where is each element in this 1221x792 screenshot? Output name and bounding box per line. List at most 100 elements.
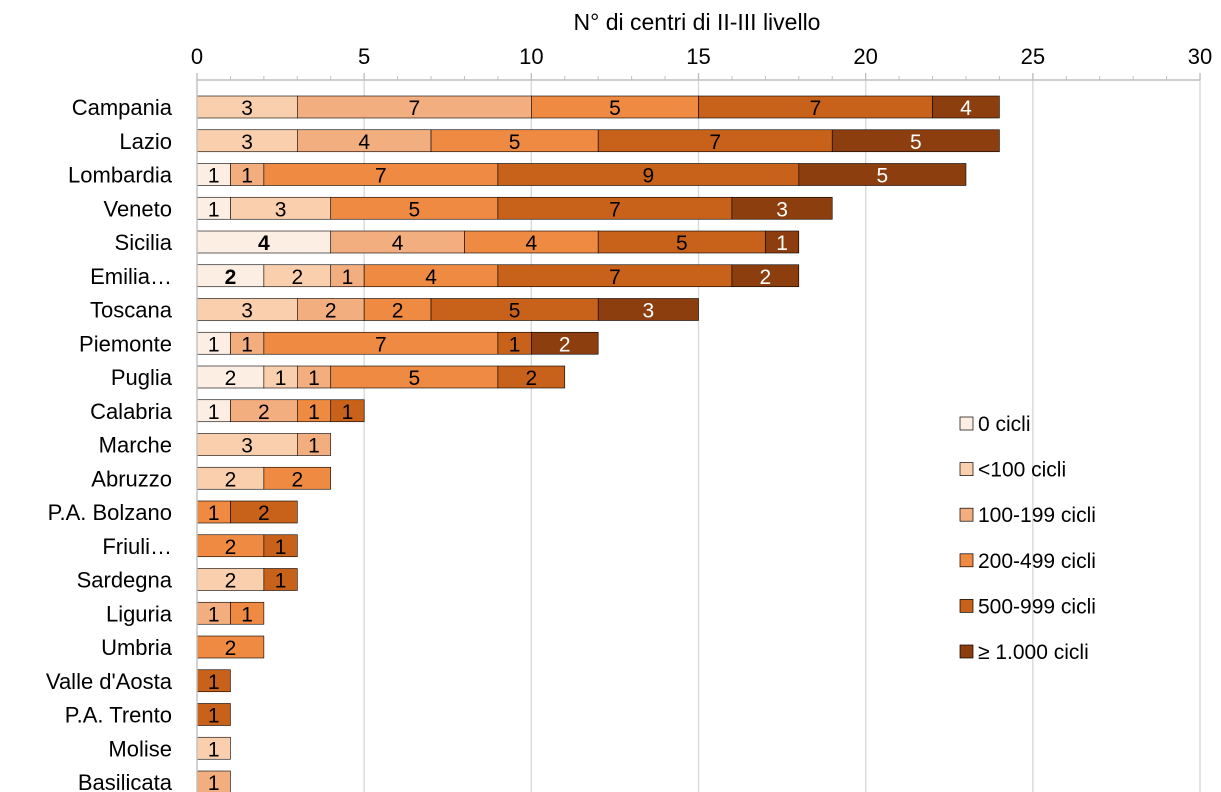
bar-segment <box>531 331 599 355</box>
legend-swatch <box>959 462 974 476</box>
bar-segment <box>597 298 699 321</box>
data-label: 2 <box>325 300 337 323</box>
x-tick-label: 15 <box>686 44 710 69</box>
data-label: 7 <box>609 198 621 221</box>
category-label: Abruzzo <box>91 466 172 491</box>
data-label: 1 <box>208 671 220 694</box>
data-label: 2 <box>291 266 303 289</box>
data-label: 1 <box>208 198 220 221</box>
data-label: 7 <box>408 97 420 120</box>
data-label: 7 <box>375 165 387 188</box>
x-tick-label: 0 <box>191 44 203 69</box>
legend-swatch <box>959 507 974 522</box>
category-label: Calabria <box>90 399 173 424</box>
bar-segment <box>263 466 332 490</box>
data-label: 2 <box>225 536 237 559</box>
data-label: 1 <box>342 266 354 289</box>
data-label: 7 <box>810 97 822 120</box>
data-label: 1 <box>275 367 287 390</box>
category-label: Piemonte <box>79 331 172 356</box>
data-label: 7 <box>709 131 721 154</box>
data-label: 2 <box>225 468 237 491</box>
category-label: Liguria <box>106 601 173 626</box>
category-label: Marche <box>99 433 172 458</box>
data-label: 1 <box>308 435 320 458</box>
category-label: Basilicata <box>78 770 173 792</box>
data-label: 5 <box>609 97 621 120</box>
bar-segment <box>932 95 1000 119</box>
data-label: 5 <box>509 300 521 323</box>
data-label: 1 <box>208 502 220 525</box>
data-label: 2 <box>392 300 404 323</box>
axis-layer: N° di centri di II-III livello 0 5 10 15 20 2… <box>46 9 1212 792</box>
legend-label: 0 cicli <box>978 413 1031 436</box>
category-label: Valle d'Aosta <box>46 669 173 694</box>
x-tick-label: 10 <box>519 44 543 69</box>
bar-segment <box>230 500 298 524</box>
data-label: 5 <box>910 131 922 154</box>
legend-label: 100-199 cicli <box>978 504 1096 527</box>
legend-label: ≥ 1.000 cicli <box>978 641 1089 664</box>
bar-segment <box>230 601 265 625</box>
bar-segment <box>263 568 298 591</box>
legend-label: 200-499 cicli <box>978 550 1096 573</box>
bar-segment <box>765 230 800 254</box>
legend-swatch <box>959 644 974 659</box>
bars-layer <box>196 95 1000 792</box>
data-label: 1 <box>275 536 287 559</box>
data-label: 4 <box>392 232 404 255</box>
category-label: Toscana <box>90 298 173 323</box>
category-label: Lazio <box>119 129 172 154</box>
data-label: 2 <box>525 367 537 390</box>
bar-segment <box>731 196 833 220</box>
data-label: 2 <box>291 468 303 491</box>
bar-segment <box>731 264 800 288</box>
data-label: 1 <box>776 232 788 255</box>
x-axis-title: N° di centri di II-III livello <box>574 9 821 35</box>
bar-segment <box>263 534 298 558</box>
data-label: 5 <box>877 165 889 188</box>
data-label: 5 <box>408 198 420 221</box>
grid-layer <box>363 80 1201 792</box>
category-label: Lombardia <box>68 163 173 188</box>
data-label: 2 <box>760 266 772 289</box>
x-tick-label: 5 <box>358 44 370 69</box>
bar-segment <box>798 163 967 186</box>
data-label: 1 <box>208 603 220 626</box>
data-label: 1 <box>208 705 220 728</box>
data-label: 1 <box>241 603 253 626</box>
category-label: Puglia <box>111 365 173 390</box>
data-label: 1 <box>241 333 253 356</box>
data-label: 1 <box>509 333 521 356</box>
data-label: 5 <box>509 131 521 154</box>
category-label: P.A. Bolzano <box>48 500 172 525</box>
category-label: Umbria <box>101 635 173 660</box>
x-tick-label: 25 <box>1021 44 1045 69</box>
data-label: 1 <box>208 165 220 188</box>
bar-segment <box>497 365 566 389</box>
data-label: 3 <box>643 300 655 323</box>
data-label: 2 <box>225 637 237 660</box>
legend: 0 cicli <100 cicli 100-199 cicli 200-499 ci… <box>959 413 1096 664</box>
data-label: 1 <box>208 772 220 792</box>
data-label: 3 <box>241 97 253 120</box>
bar-segment <box>330 399 365 423</box>
x-tick-label: 30 <box>1188 44 1212 69</box>
data-label: 4 <box>425 266 437 289</box>
category-label: Friuli… <box>102 534 172 559</box>
category-label: Sicilia <box>115 230 173 255</box>
data-label: 1 <box>308 401 320 424</box>
data-label: 2 <box>258 502 270 525</box>
category-label: P.A. Trento <box>65 703 172 728</box>
legend-swatch <box>959 416 974 431</box>
data-label: 4 <box>358 131 370 154</box>
data-label: 3 <box>241 131 253 154</box>
data-label: 3 <box>275 198 287 221</box>
data-label: 3 <box>776 198 788 221</box>
data-label: 4 <box>258 232 270 255</box>
data-label: 1 <box>208 401 220 424</box>
data-label: 2 <box>225 570 237 593</box>
data-label: 3 <box>241 300 253 323</box>
